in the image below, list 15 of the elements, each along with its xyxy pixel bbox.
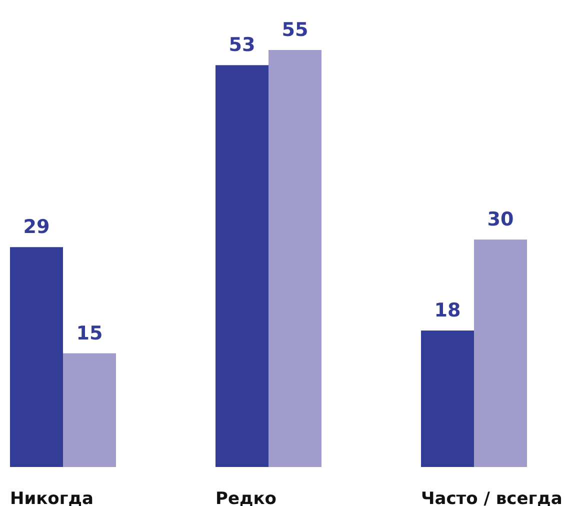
bar — [10, 247, 63, 467]
data-label: 55 — [282, 19, 308, 41]
data-label: 30 — [487, 208, 514, 231]
bar — [474, 240, 527, 467]
data-label: 18 — [434, 300, 461, 322]
bar — [268, 50, 322, 467]
bar — [216, 65, 268, 467]
x-tick-label: Никогда — [10, 489, 94, 506]
bar — [63, 353, 116, 467]
data-label: 53 — [228, 34, 256, 56]
x-tick-label: Часто / всегда — [421, 489, 562, 506]
bar — [421, 330, 474, 467]
data-label: 29 — [23, 216, 50, 238]
data-label: 15 — [76, 322, 103, 344]
x-tick-label: Редко — [216, 489, 276, 506]
